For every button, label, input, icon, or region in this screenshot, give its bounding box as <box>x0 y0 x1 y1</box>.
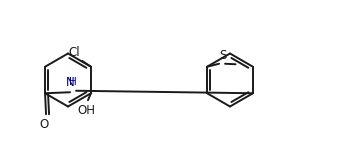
Text: O: O <box>40 118 49 131</box>
Text: Cl: Cl <box>68 46 80 59</box>
Text: S: S <box>219 49 226 62</box>
Text: N: N <box>66 76 75 89</box>
Text: H: H <box>69 77 77 87</box>
Text: OH: OH <box>77 104 95 117</box>
